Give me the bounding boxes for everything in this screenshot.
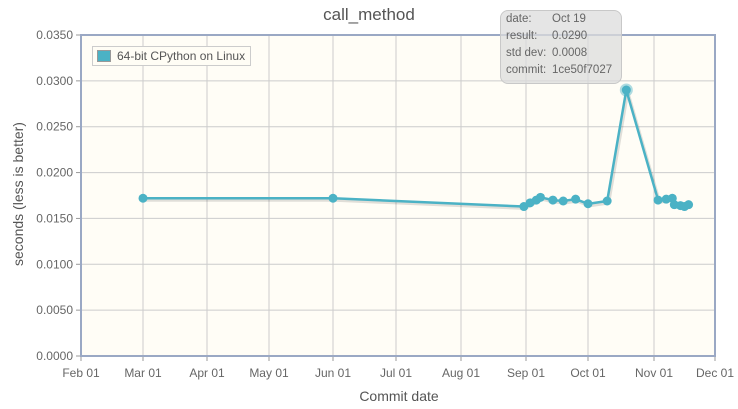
legend[interactable]: 64-bit CPython on Linux [92, 46, 252, 66]
tooltip-std: 0.0008 [552, 47, 588, 59]
tooltip-std-label: std dev: [506, 47, 547, 59]
y-tick-label: 0.0350 [36, 28, 73, 42]
data-point [621, 85, 631, 95]
plot-border [80, 34, 716, 357]
data-point [138, 193, 148, 203]
x-tick-label: Sep 01 [507, 366, 545, 380]
x-tick-label: Feb 01 [62, 366, 100, 380]
tooltip-commit-label: commit: [506, 64, 547, 76]
y-tick-label: 0.0000 [36, 349, 73, 363]
data-point-tooltip: date: Oct 19 result: 0.0290 std dev: 0.0008… [500, 10, 622, 84]
data-point [571, 194, 581, 204]
x-tick-label: Mar 01 [124, 366, 162, 380]
y-axis-label: seconds (less is better) [10, 122, 26, 266]
y-tick-label: 0.0150 [36, 211, 73, 225]
plot-area [81, 35, 715, 356]
x-tick-label: Aug 01 [442, 366, 480, 380]
y-tick-label: 0.0300 [36, 74, 73, 88]
legend-swatch-icon [97, 50, 111, 62]
data-point [653, 195, 663, 205]
y-tick-label: 0.0100 [36, 257, 73, 271]
x-axis-label: Commit date [359, 388, 439, 404]
data-point [548, 195, 558, 205]
data-point [328, 193, 338, 203]
x-tick-label: Dec 01 [696, 366, 734, 380]
data-point [684, 200, 694, 210]
chart-title: call_method [323, 5, 415, 24]
tooltip-date: Oct 19 [552, 13, 586, 25]
x-tick-label: Jun 01 [315, 366, 351, 380]
x-tick-label: Jul 01 [380, 366, 412, 380]
data-point [602, 196, 612, 206]
tooltip-date-label: date: [506, 13, 532, 25]
y-tick-label: 0.0200 [36, 166, 73, 180]
data-point [558, 196, 568, 206]
y-tick-label: 0.0050 [36, 303, 73, 317]
x-tick-label: May 01 [249, 366, 289, 380]
legend-label: 64-bit CPython on Linux [117, 49, 246, 63]
tooltip-result: 0.0290 [552, 30, 588, 42]
data-point [535, 192, 545, 202]
tooltip-commit: 1ce50f7027 [552, 64, 613, 76]
x-tick-label: Nov 01 [635, 366, 673, 380]
x-tick-label: Oct 01 [570, 366, 606, 380]
data-point [583, 199, 593, 209]
x-tick-label: Apr 01 [189, 366, 225, 380]
tooltip-result-label: result: [506, 30, 538, 42]
y-tick-label: 0.0250 [36, 120, 73, 134]
